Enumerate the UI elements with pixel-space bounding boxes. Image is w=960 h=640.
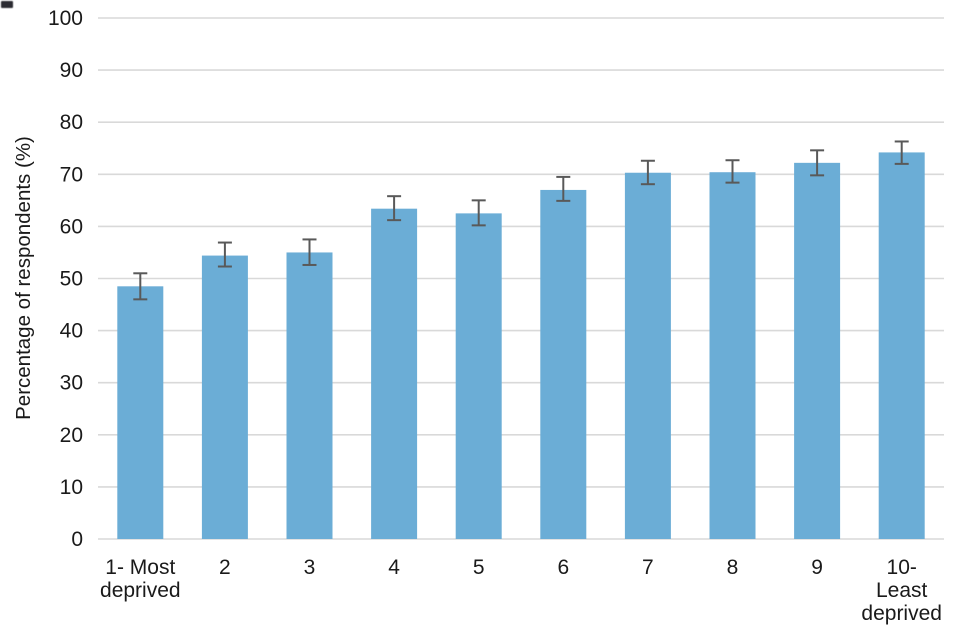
x-tick-label: 8 xyxy=(727,556,739,579)
y-tick-label: 100 xyxy=(48,7,83,30)
bar xyxy=(624,172,671,539)
bar xyxy=(117,286,164,539)
x-tick-label: deprived xyxy=(861,602,942,625)
y-tick-label: 70 xyxy=(60,163,83,186)
y-tick-label: 10 xyxy=(60,476,83,499)
x-tick-label: 3 xyxy=(304,556,316,579)
bar xyxy=(286,252,333,539)
y-tick-label: 30 xyxy=(60,372,83,395)
y-tick-label: 90 xyxy=(60,59,83,82)
bar xyxy=(709,172,756,539)
y-axis-title: Percentage of respondents (%) xyxy=(12,136,35,420)
bar xyxy=(540,189,587,539)
x-tick-label: deprived xyxy=(100,579,181,602)
bar xyxy=(455,213,502,539)
y-tick-label: 80 xyxy=(60,111,83,134)
x-tick-label: 10- xyxy=(887,556,917,579)
bar xyxy=(878,152,925,539)
x-tick-label: 1- Most xyxy=(105,556,175,579)
x-tick-label: 2 xyxy=(219,556,231,579)
x-tick-label: 4 xyxy=(388,556,400,579)
y-tick-label: 50 xyxy=(60,268,83,291)
bar xyxy=(794,162,841,539)
corner-artifact xyxy=(1,1,13,8)
y-tick-label: 40 xyxy=(60,320,83,343)
x-tick-label: Least xyxy=(876,579,928,602)
x-tick-label: 7 xyxy=(642,556,654,579)
x-tick-label: 6 xyxy=(557,556,569,579)
bar xyxy=(371,208,418,539)
y-tick-label: 0 xyxy=(71,528,83,551)
y-tick-label: 20 xyxy=(60,424,83,447)
bar xyxy=(201,255,248,540)
x-tick-label: 5 xyxy=(473,556,485,579)
y-tick-label: 60 xyxy=(60,215,83,238)
x-tick-label: 9 xyxy=(811,556,823,579)
